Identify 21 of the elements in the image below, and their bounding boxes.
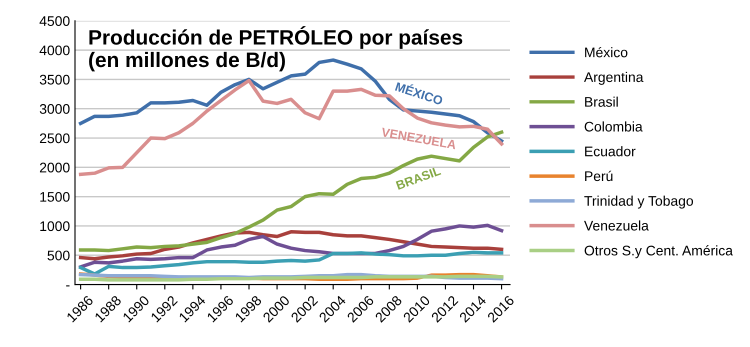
y-tick-label: - — [66, 285, 70, 286]
legend-label: Brasil — [585, 96, 618, 107]
text: Producción de PETRÓLEO por países (en millones de B/d) — [89, 26, 462, 72]
y-tick-label: 500 — [48, 250, 70, 260]
legend-label: Otros S.y Cent. América — [584, 245, 733, 258]
legend-label: México — [585, 46, 628, 58]
y-tick-label: 1500 — [40, 192, 70, 202]
legend-label: Venezuela — [584, 220, 649, 231]
y-tick-label: 2500 — [40, 133, 70, 144]
legend-label: Trinidad y Tobago — [584, 196, 694, 209]
y-tick-label: 4500 — [40, 16, 70, 26]
y-tick-label: 4000 — [40, 45, 70, 56]
y-tick-label: 1000 — [40, 221, 70, 232]
legend-label: Perú — [585, 170, 612, 182]
y-tick-label: 3500 — [40, 74, 70, 85]
line-series — [78, 250, 504, 276]
legend-label: Colombia — [584, 121, 643, 132]
y-tick-label: 3000 — [40, 104, 70, 114]
legend-label: Argentina — [584, 72, 644, 85]
y-tick-label: 2000 — [40, 162, 70, 172]
legend-label: Ecuador — [585, 146, 636, 156]
